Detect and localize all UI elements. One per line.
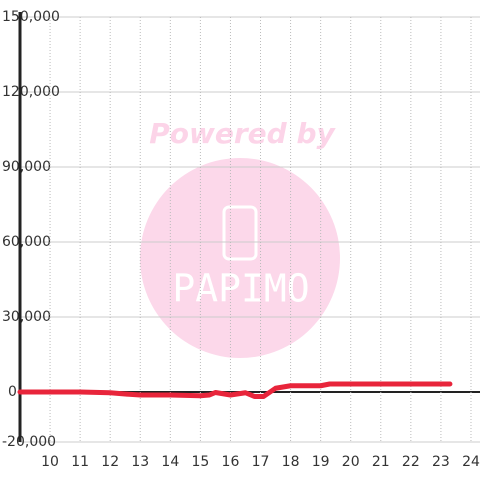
x-tick-label: 14 [161,454,179,470]
x-tick-label: 10 [41,454,59,470]
x-tick-label: 18 [282,454,300,470]
x-tick-label: 15 [191,454,209,470]
y-tick-label: 120,000 [2,84,60,100]
x-tick-label: 22 [402,454,420,470]
y-tick-label: 150,000 [2,9,60,25]
x-tick-label: 16 [222,454,240,470]
x-tick-label: 13 [131,454,149,470]
x-tick-label: 23 [432,454,450,470]
x-tick-label: 11 [71,454,89,470]
y-tick-label: 0 [8,384,17,400]
x-tick-label: 12 [101,454,119,470]
x-tick-label: 21 [372,454,390,470]
y-tick-label: 30,000 [2,309,51,325]
y-tick-label: 90,000 [2,159,51,175]
watermark: Powered by PAPIMO [140,117,340,358]
y-tick-label: 60,000 [2,234,51,250]
y-tick-label: -20,000 [2,434,56,450]
x-tick-label: 17 [252,454,270,470]
watermark-text: Powered by [149,117,336,150]
x-tick-label: 19 [312,454,330,470]
series-line [17,381,453,399]
x-tick-label: 20 [342,454,360,470]
x-tick-label: 24 [462,454,480,470]
watermark-logo: PAPIMO [172,267,309,311]
watermark-phone [222,205,258,261]
